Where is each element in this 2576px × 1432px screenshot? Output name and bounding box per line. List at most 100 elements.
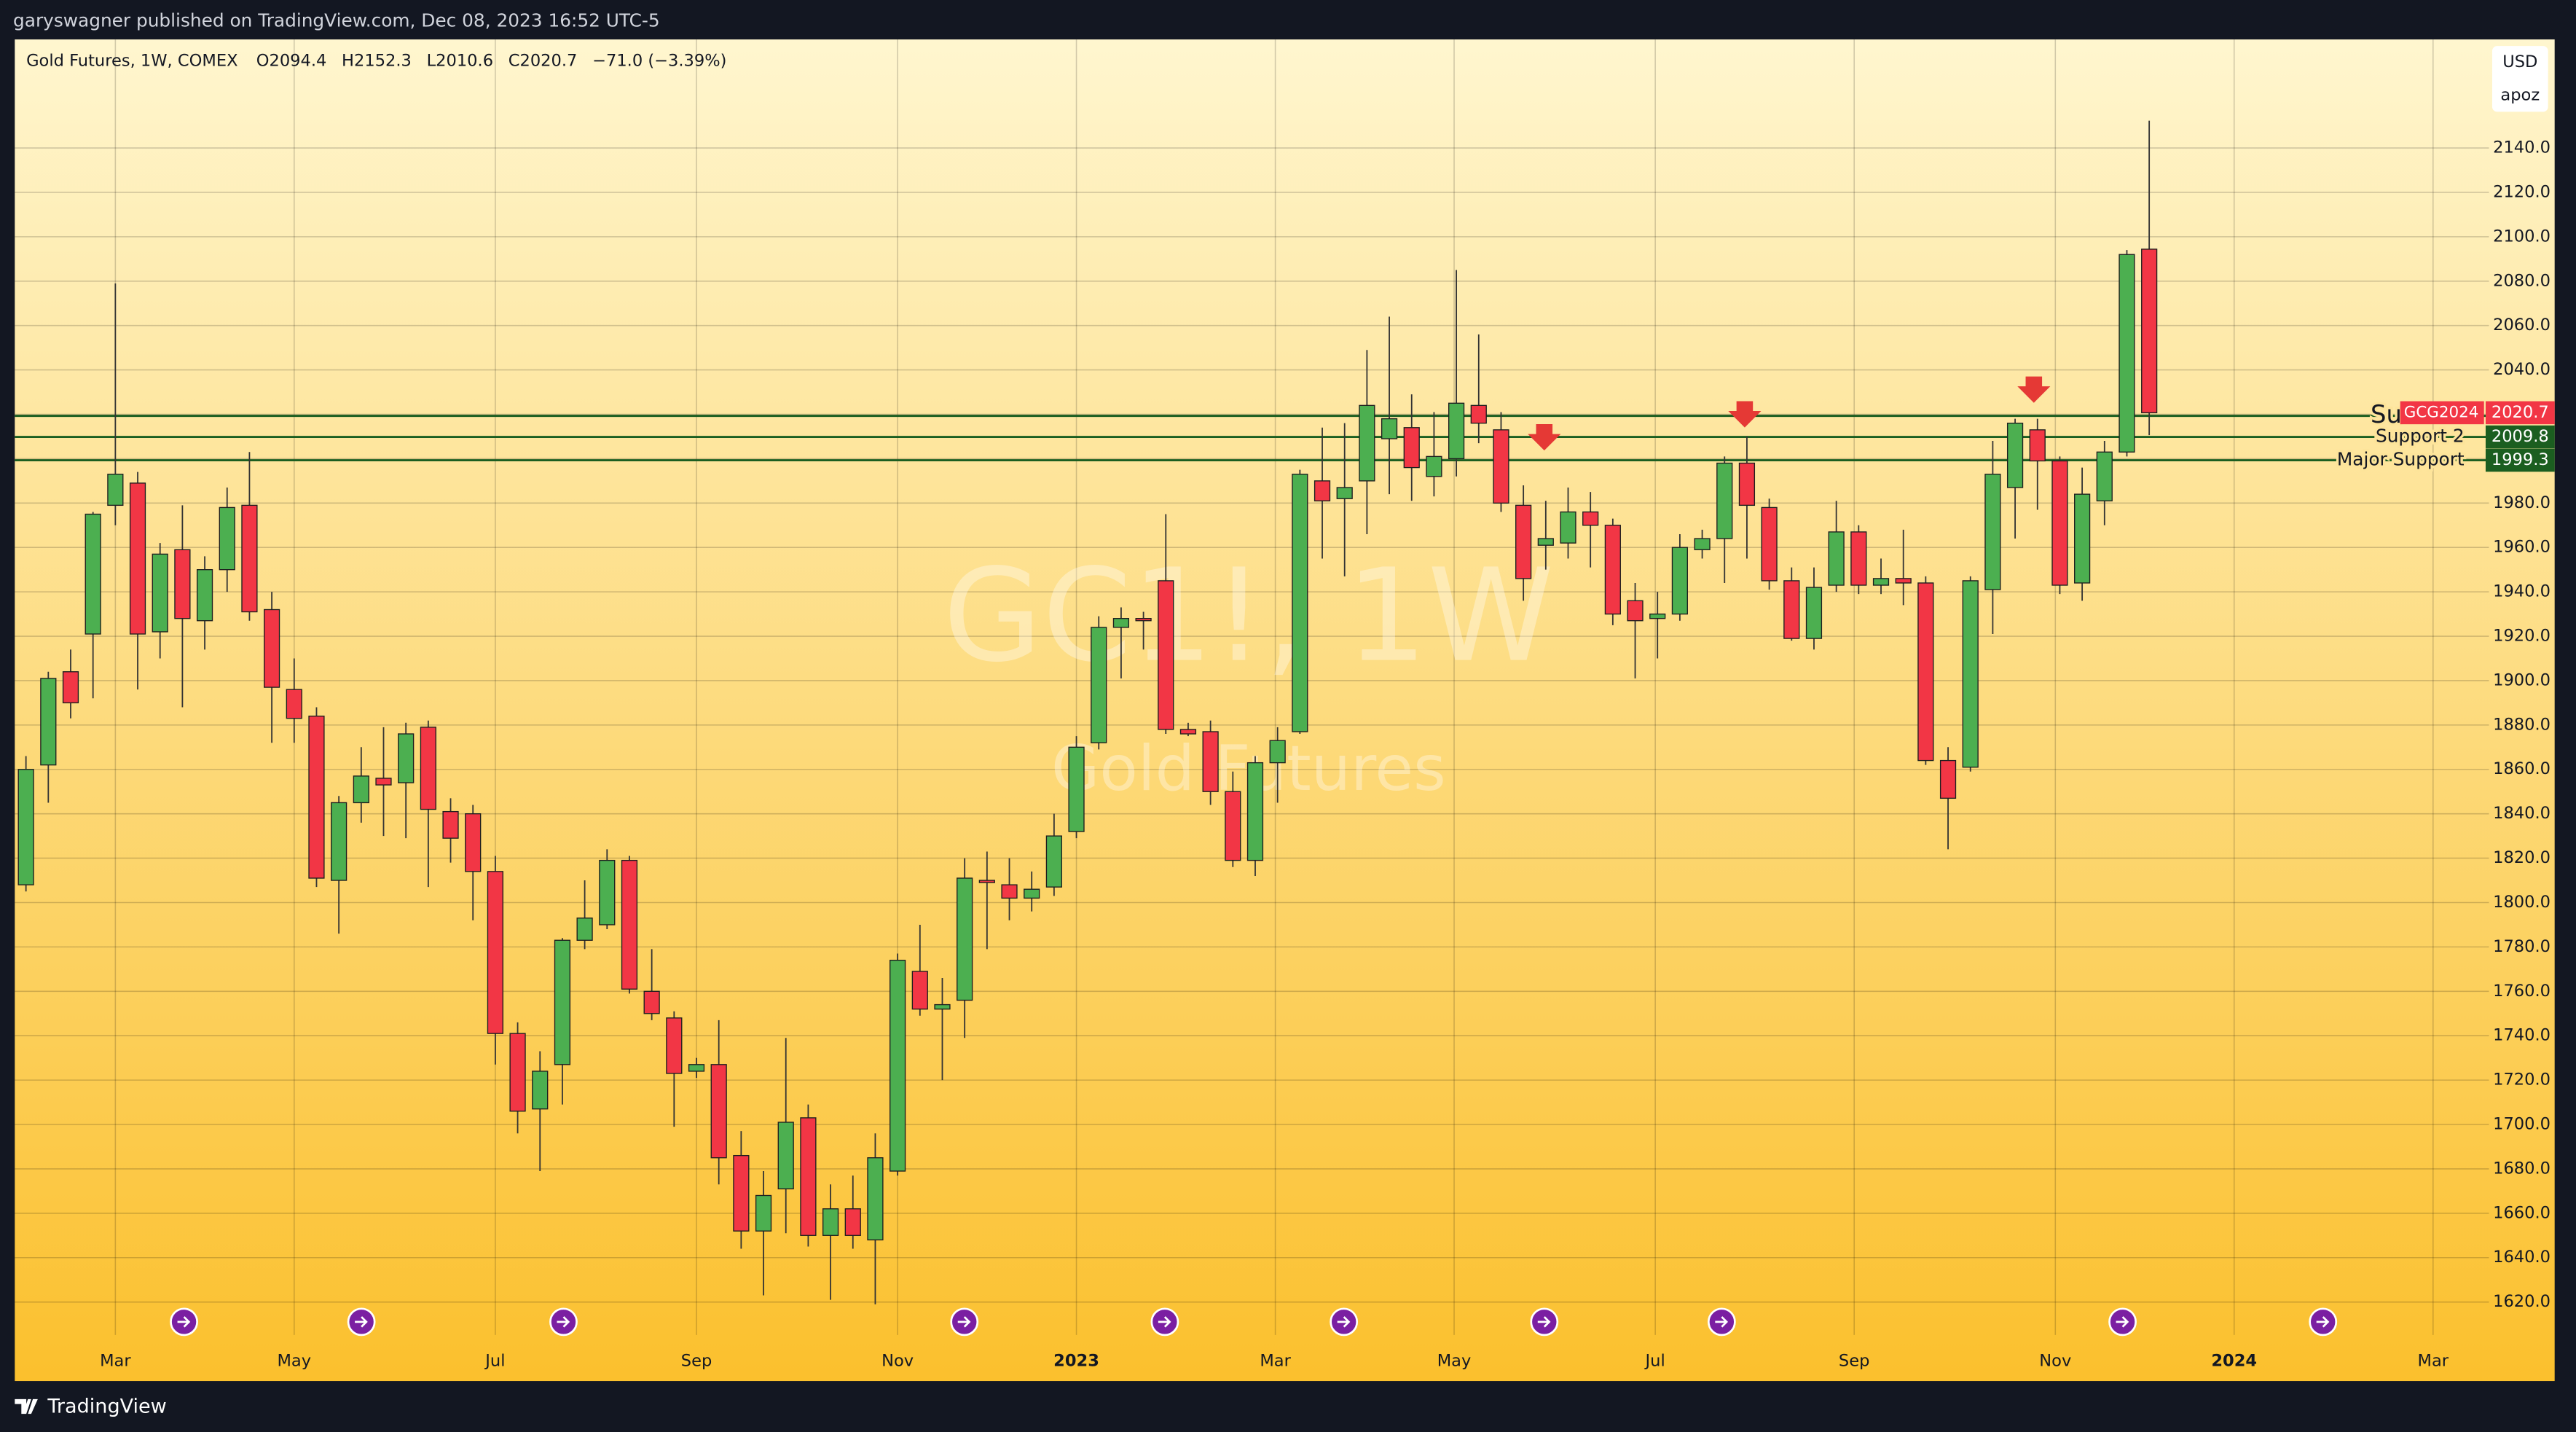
candle-body <box>1024 888 1040 899</box>
candle-body <box>1694 538 1711 550</box>
level-price-box <box>2485 448 2555 472</box>
candle-body <box>1895 578 1912 584</box>
candle-body <box>576 918 593 941</box>
event-icon-arrow <box>2316 1316 2330 1328</box>
logo-mark <box>15 1398 38 1415</box>
candle-body <box>1783 580 1800 639</box>
candle-body <box>1560 511 1576 544</box>
event-icon-arrow <box>355 1316 368 1328</box>
candle-body <box>219 506 235 571</box>
candle-body <box>2096 451 2113 501</box>
y-tick-label: 1880.0 <box>2493 715 2551 734</box>
candle-body <box>1381 418 1398 439</box>
candle-body <box>398 733 415 783</box>
candle-body <box>1872 578 1890 586</box>
y-tick-label: 1840.0 <box>2493 804 2551 823</box>
candle-body <box>1336 487 1353 499</box>
x-tick-label: Mar <box>100 1351 131 1370</box>
candle-body <box>957 877 973 1001</box>
x-tick-label: Jul <box>1644 1351 1665 1370</box>
level-label: Major Support <box>2337 449 2465 470</box>
y-tick-label: 2040.0 <box>2493 360 2551 379</box>
y-tick-label: 1980.0 <box>2493 493 2551 512</box>
y-tick-label: 1780.0 <box>2493 937 2551 956</box>
candle-body <box>1917 582 1934 762</box>
watermark-symbol: GC1!, 1W <box>943 542 1554 691</box>
candle-body <box>1738 462 1756 506</box>
x-tick-label: May <box>277 1351 311 1370</box>
y-tick-label: 1720.0 <box>2493 1071 2551 1089</box>
candle-body <box>85 513 101 635</box>
y-tick-label: 1680.0 <box>2493 1159 2551 1178</box>
candle-body <box>1939 759 1957 799</box>
y-tick-label: 1660.0 <box>2493 1203 2551 1222</box>
level-price-box <box>2485 425 2555 449</box>
candle-body <box>822 1208 839 1236</box>
candle-body <box>196 569 213 622</box>
y-tick-label: 1700.0 <box>2493 1115 2551 1134</box>
publisher-header: garyswagner published on TradingView.com… <box>13 9 660 31</box>
event-icon-arrow <box>1337 1316 1351 1328</box>
y-tick-label: 2060.0 <box>2493 316 2551 334</box>
candle-body <box>1493 429 1509 504</box>
candle-body <box>621 859 638 990</box>
candle-body <box>978 880 995 883</box>
candle-body <box>353 775 369 804</box>
candle-body <box>2006 423 2024 488</box>
event-icon-arrow <box>1537 1316 1551 1328</box>
y-tick-label: 1940.0 <box>2493 582 2551 601</box>
x-tick-label: Jul <box>484 1351 505 1370</box>
candle-body <box>263 609 280 688</box>
candle-body <box>152 553 168 633</box>
scale-box <box>2491 46 2548 112</box>
candle-body <box>1403 427 1420 469</box>
candle-body <box>17 769 34 885</box>
candle-body <box>1537 538 1554 546</box>
legend-low: L2010.6 <box>427 51 493 70</box>
candle-body <box>308 715 325 879</box>
candle-body <box>1158 580 1174 730</box>
candle-body <box>800 1117 817 1236</box>
candle-body <box>2029 429 2046 462</box>
event-icon-arrow <box>557 1316 570 1328</box>
x-tick-label: Mar <box>2418 1351 2449 1370</box>
candle-body <box>867 1157 884 1241</box>
axes: 1620.0 1640.0 1660.0 1680.0 1700.0 1720.0 1740… <box>100 138 2555 1370</box>
candle-body <box>1001 884 1018 899</box>
candle-body <box>599 859 616 926</box>
candle-body <box>934 1003 951 1010</box>
candle-body <box>844 1208 861 1236</box>
x-tick-label: Nov <box>2039 1351 2071 1370</box>
candle-body <box>1359 404 1375 482</box>
candle-body <box>40 678 57 766</box>
event-icon-arrow <box>2116 1316 2129 1328</box>
candle-body <box>1984 474 2001 590</box>
candle-body <box>1068 746 1085 832</box>
level-label: Su <box>2371 400 2402 429</box>
candle-body <box>1292 474 1308 732</box>
events <box>170 1307 2338 1337</box>
arrow-marker <box>1528 424 1561 451</box>
candle-body <box>2074 493 2091 584</box>
candle-body <box>107 474 124 506</box>
y-tick-label: 1640.0 <box>2493 1248 2551 1267</box>
candle-body <box>1179 729 1197 735</box>
legend-close: C2020.7 <box>508 51 578 70</box>
x-tick-label: Nov <box>881 1351 914 1370</box>
x-tick-label: Sep <box>681 1351 712 1370</box>
candle-body <box>554 939 571 1065</box>
candle-body <box>465 813 482 872</box>
candle-body <box>777 1122 794 1190</box>
candle-body <box>643 990 660 1014</box>
legend-open: O2094.4 <box>256 51 327 70</box>
candle-body <box>1448 402 1465 460</box>
y-tick-label: 1920.0 <box>2493 627 2551 646</box>
y-tick-label: 1800.0 <box>2493 893 2551 912</box>
candle-body <box>509 1033 526 1112</box>
candle-body <box>286 689 302 719</box>
x-tick-label: Mar <box>1260 1351 1291 1370</box>
candles <box>17 120 2158 1304</box>
candle-body <box>1515 504 1532 579</box>
candle-body <box>420 727 436 810</box>
